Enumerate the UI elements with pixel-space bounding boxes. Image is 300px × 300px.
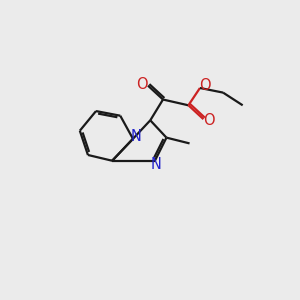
Text: O: O — [136, 77, 148, 92]
Text: O: O — [199, 78, 211, 93]
Text: N: N — [151, 157, 161, 172]
Text: O: O — [203, 113, 215, 128]
Text: N: N — [130, 129, 141, 144]
